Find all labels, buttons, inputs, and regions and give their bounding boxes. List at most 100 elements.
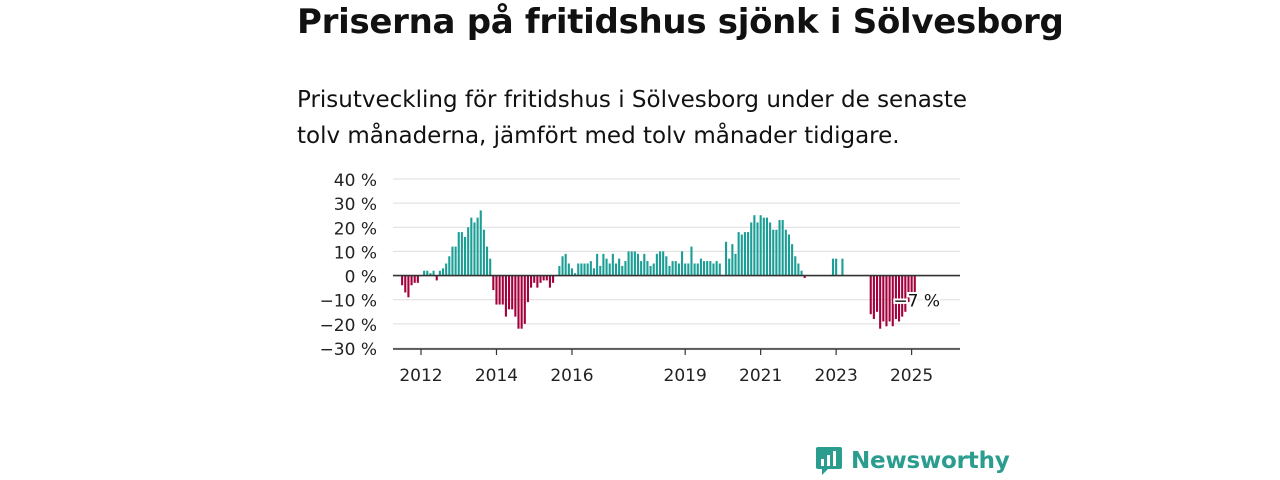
bar bbox=[835, 258, 838, 276]
x-tick-label: 2025 bbox=[890, 366, 933, 386]
bar bbox=[680, 251, 684, 276]
bar bbox=[897, 275, 901, 322]
bar bbox=[413, 275, 416, 283]
bar bbox=[879, 275, 882, 329]
bar bbox=[784, 229, 787, 276]
bar bbox=[775, 229, 778, 276]
bar bbox=[580, 263, 583, 276]
y-tick-label: 10 % bbox=[334, 243, 377, 263]
bar bbox=[614, 263, 618, 276]
bar bbox=[712, 263, 715, 276]
bar bbox=[426, 270, 429, 276]
bar bbox=[904, 275, 907, 312]
x-axis-ticks: 2012 2014 2016 2019 2021 2023 2025 bbox=[399, 349, 933, 386]
bar bbox=[787, 234, 791, 276]
bar bbox=[913, 275, 916, 293]
bar bbox=[432, 270, 435, 276]
y-tick-label: −10 % bbox=[320, 292, 377, 312]
bar bbox=[875, 275, 879, 312]
bar bbox=[888, 275, 891, 322]
bar bbox=[800, 270, 803, 276]
bar bbox=[668, 265, 671, 276]
bar bbox=[492, 275, 495, 291]
bar bbox=[743, 232, 746, 276]
annotations: −7 % bbox=[891, 289, 942, 313]
bar bbox=[658, 251, 662, 276]
y-tick-label: 20 % bbox=[334, 219, 377, 239]
bar bbox=[687, 263, 690, 276]
bar bbox=[523, 275, 526, 324]
bar bbox=[693, 263, 696, 276]
bar bbox=[495, 275, 498, 305]
bar bbox=[778, 220, 781, 276]
bar bbox=[649, 265, 652, 276]
chart-title: Priserna på fritidshus sjönk i Sölvesbor… bbox=[297, 2, 1064, 42]
bar bbox=[448, 256, 451, 276]
brand-logo: Newsworthy bbox=[815, 446, 1010, 476]
bar bbox=[608, 263, 611, 276]
bar bbox=[621, 265, 624, 276]
bar bbox=[536, 275, 539, 288]
x-tick-label: 2016 bbox=[550, 366, 593, 386]
bar bbox=[759, 215, 762, 276]
bar bbox=[894, 275, 897, 320]
bar bbox=[699, 258, 702, 276]
bar bbox=[454, 246, 457, 276]
bar bbox=[586, 263, 589, 276]
bar bbox=[731, 244, 734, 276]
brand-name: Newsworthy bbox=[851, 448, 1010, 474]
bar bbox=[907, 275, 910, 303]
bar bbox=[772, 229, 775, 276]
chart-subtitle: Prisutveckling för fritidshus i Sölvesbo… bbox=[297, 87, 968, 149]
bar bbox=[410, 275, 413, 286]
y-tick-label: −20 % bbox=[320, 316, 377, 336]
bar bbox=[479, 210, 482, 276]
y-tick-label: 40 % bbox=[334, 171, 377, 191]
bar bbox=[640, 261, 643, 276]
bar bbox=[445, 263, 448, 276]
bar bbox=[602, 253, 605, 276]
bar bbox=[574, 273, 577, 276]
newsworthy-logo-icon bbox=[816, 447, 842, 475]
y-tick-label: 0 % bbox=[345, 268, 377, 288]
bar bbox=[533, 275, 536, 283]
bar bbox=[470, 217, 473, 276]
bar bbox=[561, 256, 564, 276]
bar bbox=[401, 275, 404, 286]
bar bbox=[548, 275, 551, 288]
bar bbox=[627, 251, 630, 276]
bar bbox=[592, 268, 596, 276]
bar bbox=[438, 270, 441, 276]
bar bbox=[429, 273, 432, 276]
bar bbox=[709, 261, 712, 276]
bar bbox=[831, 258, 835, 276]
x-tick-label: 2023 bbox=[815, 366, 858, 386]
bar bbox=[423, 270, 426, 276]
bar bbox=[517, 275, 520, 329]
bar bbox=[665, 256, 668, 276]
bar bbox=[636, 253, 640, 276]
bar bbox=[630, 251, 633, 276]
bar bbox=[552, 275, 555, 283]
bar bbox=[508, 275, 511, 310]
gridlines bbox=[393, 178, 960, 349]
bar bbox=[671, 261, 674, 276]
bar bbox=[463, 236, 467, 276]
bar bbox=[715, 261, 718, 276]
bar bbox=[684, 263, 687, 276]
bar bbox=[740, 234, 743, 276]
bar bbox=[747, 232, 750, 276]
bar bbox=[734, 253, 737, 276]
bar bbox=[530, 275, 533, 288]
bar bbox=[404, 275, 407, 293]
bar bbox=[728, 258, 731, 276]
bar bbox=[655, 253, 658, 276]
y-axis-ticks: 40 % 30 % 20 % 10 % 0 % −10 % −20 % −30 % bbox=[320, 171, 377, 360]
bar bbox=[498, 275, 501, 305]
bar bbox=[451, 246, 454, 276]
axes bbox=[393, 274, 960, 350]
bar bbox=[558, 265, 561, 276]
bar bbox=[486, 246, 489, 276]
bar bbox=[891, 275, 894, 327]
y-tick-label: −30 % bbox=[320, 340, 377, 360]
